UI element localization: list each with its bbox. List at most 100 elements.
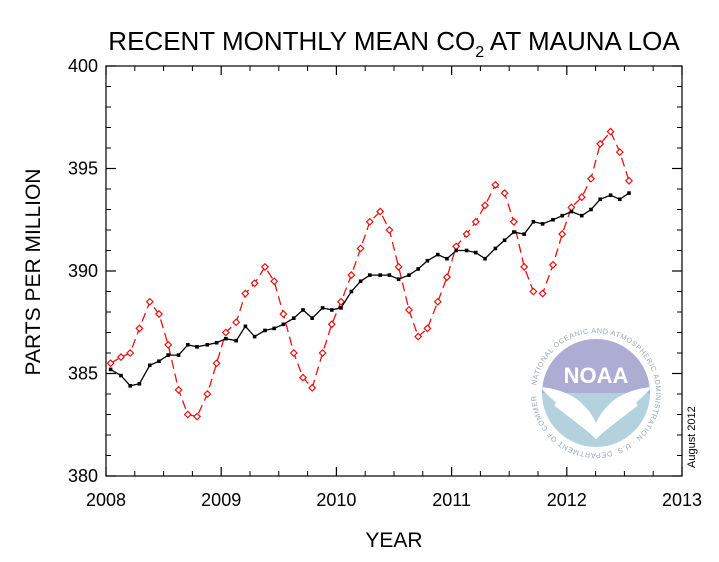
data-point-2 — [454, 248, 459, 253]
data-point-2 — [329, 308, 334, 312]
y-axis-label: PARTS PER MILLION — [22, 169, 45, 376]
data-point-1 — [624, 176, 634, 185]
data-point-2 — [407, 273, 411, 277]
data-point-1 — [289, 348, 298, 358]
data-point-2 — [176, 353, 181, 357]
data-point-2 — [349, 289, 354, 294]
data-point-2 — [473, 250, 478, 255]
data-point-2 — [435, 252, 440, 257]
data-point-1 — [462, 230, 471, 239]
data-point-1 — [212, 359, 221, 368]
data-point-1 — [365, 217, 374, 226]
data-point-2 — [358, 279, 363, 284]
data-point-2 — [483, 256, 487, 261]
data-point-2 — [243, 324, 248, 329]
data-point-1 — [394, 262, 403, 271]
chart-title-suffix: AT MAUNA LOA — [484, 26, 680, 56]
data-point-1 — [232, 318, 241, 327]
data-point-2 — [339, 306, 343, 310]
data-point-1 — [260, 262, 270, 271]
data-point-2 — [464, 248, 469, 253]
data-point-1 — [385, 225, 394, 235]
data-point-2 — [579, 213, 584, 218]
data-point-2 — [310, 316, 315, 320]
data-point-1 — [270, 277, 279, 286]
data-point-2 — [608, 193, 613, 197]
data-point-1 — [250, 279, 259, 288]
data-point-2 — [445, 256, 449, 261]
data-point-2 — [252, 334, 257, 339]
data-point-2 — [166, 353, 171, 357]
data-point-1 — [423, 324, 432, 333]
data-point-1 — [491, 180, 500, 189]
data-point-2 — [195, 345, 199, 349]
data-point-1 — [520, 262, 529, 271]
data-point-2 — [425, 258, 430, 263]
data-point-2 — [396, 277, 401, 281]
data-point-2 — [214, 340, 219, 345]
x-tick-label: 2013 — [662, 490, 702, 510]
x-axis-label: YEAR — [365, 529, 422, 552]
data-point-1 — [336, 297, 346, 306]
noaa-logo: NOAA NATIONAL OCEANIC AND ATMOSPHERIC AD… — [526, 323, 666, 463]
data-point-2 — [147, 363, 152, 368]
noaa-logo-text: NOAA — [564, 363, 629, 388]
data-point-1 — [126, 348, 135, 358]
data-point-2 — [387, 273, 392, 277]
data-point-1 — [318, 348, 327, 358]
data-point-1 — [404, 305, 414, 314]
data-point-2 — [320, 306, 325, 310]
data-point-1 — [135, 324, 144, 333]
data-point-1 — [376, 207, 385, 216]
data-point-2 — [263, 328, 267, 333]
data-point-2 — [522, 232, 526, 236]
plot-axes: 2008 2009 2010 2011 2012 2013 380 385 390 395 400 — [68, 56, 702, 510]
data-point-2 — [378, 273, 382, 277]
data-point-2 — [531, 220, 536, 224]
data-point-1 — [471, 217, 480, 226]
data-point-1 — [192, 412, 202, 421]
y-tick-label: 390 — [68, 261, 98, 281]
data-point-2 — [128, 384, 132, 388]
x-tick-label: 2011 — [432, 490, 471, 510]
data-point-1 — [347, 271, 356, 280]
plot-series — [106, 127, 634, 421]
data-point-1 — [567, 203, 576, 212]
y-tick-label: 380 — [68, 466, 98, 486]
data-point-2 — [224, 336, 228, 341]
data-point-1 — [308, 383, 317, 392]
data-point-2 — [108, 367, 113, 372]
data-point-2 — [502, 238, 507, 243]
data-point-1 — [529, 287, 538, 296]
data-point-1 — [414, 332, 423, 341]
data-point-2 — [205, 343, 210, 347]
data-point-1 — [298, 373, 308, 382]
date-note: August 2012 — [686, 406, 698, 468]
data-point-2 — [291, 316, 296, 320]
data-point-1 — [241, 289, 250, 298]
data-point-1 — [606, 127, 615, 136]
data-point-2 — [157, 359, 161, 363]
data-point-2 — [272, 326, 276, 331]
data-point-1 — [480, 201, 490, 210]
data-point-1 — [500, 189, 509, 198]
x-tick-label: 2012 — [547, 490, 587, 510]
data-point-1 — [174, 385, 183, 394]
data-point-2 — [137, 381, 142, 386]
data-point-2 — [493, 246, 498, 251]
data-point-1 — [538, 289, 547, 298]
data-point-2 — [234, 338, 238, 343]
data-point-1 — [548, 260, 558, 269]
data-point-2 — [598, 197, 603, 202]
data-point-1 — [586, 174, 596, 183]
y-tick-label: 395 — [68, 159, 98, 179]
data-point-2 — [301, 308, 305, 312]
data-point-2 — [416, 267, 420, 271]
data-point-1 — [116, 353, 126, 362]
x-tick-label: 2010 — [316, 490, 356, 510]
data-point-2 — [617, 197, 622, 202]
data-point-1 — [203, 389, 212, 399]
data-point-2 — [589, 207, 593, 212]
data-point-2 — [627, 191, 631, 195]
